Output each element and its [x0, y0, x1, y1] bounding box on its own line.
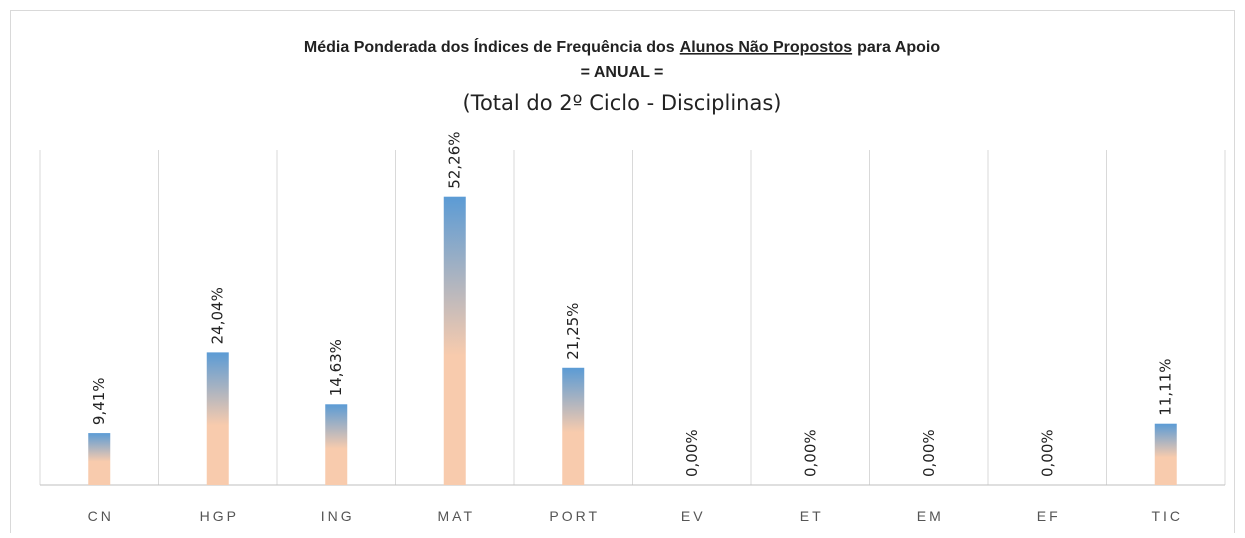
x-tick-label: MAT — [437, 508, 475, 524]
data-label: 0,00% — [920, 429, 938, 477]
x-tick-label: HGP — [200, 508, 239, 524]
bar — [88, 433, 111, 485]
bar — [562, 367, 585, 485]
data-label: 52,26% — [446, 131, 464, 188]
chart-subtitle: (Total do 2º Ciclo - Disciplinas) — [463, 91, 782, 115]
bar — [206, 352, 229, 485]
chart-title: Média Ponderada dos Índices de Frequênci… — [304, 37, 940, 56]
data-label: 24,04% — [209, 287, 227, 344]
data-label: 9,41% — [90, 377, 108, 425]
data-label: 0,00% — [683, 429, 701, 477]
data-label: 14,63% — [327, 339, 345, 396]
data-label: 21,25% — [564, 303, 582, 360]
x-tick-label: EV — [681, 508, 706, 524]
data-label: 11,11% — [1157, 359, 1175, 416]
x-tick-label: TIC — [1151, 508, 1183, 524]
chart-frame — [10, 10, 1235, 538]
chart-title-line2: = ANUAL = — [581, 64, 664, 81]
x-tick-label: ET — [800, 508, 824, 524]
x-tick-label: CN — [88, 508, 114, 524]
data-label: 0,00% — [1038, 429, 1056, 477]
bar — [1154, 423, 1177, 485]
x-tick-label: EF — [1037, 508, 1061, 524]
x-tick-label: ING — [321, 508, 355, 524]
bar — [443, 196, 466, 485]
x-tick-label: PORT — [549, 508, 600, 524]
x-tick-label: EM — [917, 508, 944, 524]
bar — [325, 404, 348, 485]
data-label: 0,00% — [801, 429, 819, 477]
